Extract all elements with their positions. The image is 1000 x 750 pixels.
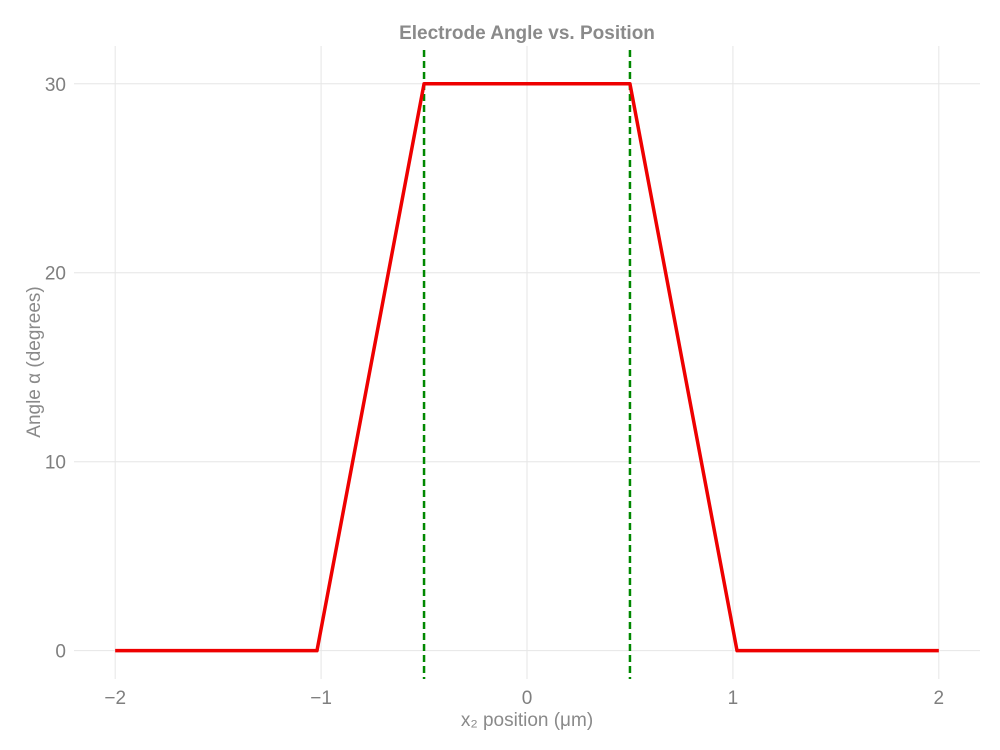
y-tick-label: 0 [55, 642, 66, 663]
grid [74, 46, 980, 679]
y-tick-label: 10 [45, 453, 66, 474]
series-line [115, 82, 939, 653]
y-tick-label: 30 [45, 75, 66, 96]
y-tick-label: 20 [45, 264, 66, 285]
chart-title: Electrode Angle vs. Position [399, 23, 655, 44]
x-tick-label: 2 [934, 688, 945, 709]
series-layer [115, 82, 939, 653]
reference-lines [422, 50, 632, 679]
x-tick-label: 1 [728, 688, 739, 709]
x-tick-label: 0 [522, 688, 533, 709]
x-tick-label: −2 [104, 688, 126, 709]
y-axis-label: Angle α (degrees) [24, 286, 45, 437]
x-axis-label: x₂ position (μm) [461, 710, 593, 731]
x-tick-label: −1 [310, 688, 332, 709]
